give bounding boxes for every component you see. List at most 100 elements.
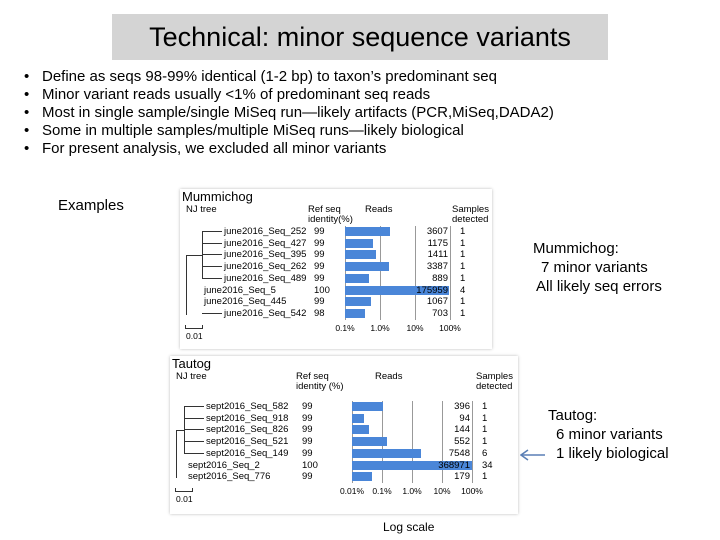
reads-value: 889 [432, 272, 448, 284]
table-row: sept2016_Seq_149 99 7548 6 [170, 448, 518, 460]
sequence-name: june2016_Seq_445 [204, 296, 287, 308]
reads-value: 703 [432, 307, 448, 319]
axis-tick-label: 10% [406, 322, 424, 333]
note-line: All likely seq errors [536, 278, 662, 295]
samples-value: 4 [460, 284, 466, 296]
reads-bar [345, 285, 449, 295]
table-row: june2016_Seq_489 99 889 1 [180, 273, 492, 285]
scale-bar [175, 487, 193, 492]
axis-tick-label: 1.0% [402, 485, 422, 496]
axis-tick-label: 0.1% [335, 322, 355, 333]
identity-value: 99 [302, 471, 313, 483]
tree-branch [202, 231, 222, 232]
axis-tick-label: 100% [461, 485, 483, 496]
sequence-name: june2016_Seq_395 [224, 249, 307, 261]
sequence-name: sept2016_Seq_521 [206, 436, 289, 448]
samples-value: 1 [460, 226, 466, 237]
identity-value: 99 [302, 401, 313, 412]
sequence-name: june2016_Seq_542 [224, 307, 307, 319]
tautog-note: Tautog: 6 minor variants 1 likely biolog… [548, 406, 669, 463]
samples-value: 1 [482, 412, 488, 424]
table-row: june2016_Seq_395 99 1411 1 [180, 249, 492, 261]
tree-root [176, 430, 185, 479]
tautog-figure: Tautog NJ tree Ref seq identity (%) Read… [170, 356, 518, 514]
tree-branch [202, 312, 222, 314]
identity-value: 99 [314, 296, 325, 308]
axis-tick-label: 0.1% [372, 485, 392, 496]
bullet: For present analysis, we excluded all mi… [24, 140, 554, 158]
identity-value: 98 [314, 307, 325, 319]
identity-value: 99 [302, 424, 313, 436]
scale-bar [185, 324, 203, 329]
identity-value: 99 [314, 226, 325, 237]
reads-bar [345, 227, 390, 236]
gridline [380, 226, 381, 320]
axis-tick-label: 100% [439, 322, 461, 333]
tree-label: NJ tree [186, 204, 217, 215]
note-line: 6 minor variants [556, 426, 663, 443]
reads-value: 1175 [427, 237, 448, 249]
bullet: Minor variant reads usually <1% of predo… [24, 86, 554, 104]
note-line: 1 likely biological [556, 445, 669, 462]
table-row: sept2016_Seq_826 99 144 1 [170, 424, 518, 436]
figure-title: Tautog [172, 356, 212, 371]
ref-identity-header: Ref seq identity (%) [296, 371, 344, 392]
reads-bar [352, 437, 387, 447]
sequence-name: june2016_Seq_262 [224, 261, 307, 273]
scale-bar-label: 0.01 [186, 330, 203, 341]
tree-branch [202, 242, 222, 244]
tree-label: NJ tree [176, 371, 207, 382]
tree-root [186, 255, 203, 315]
note-title: Tautog: [548, 407, 598, 424]
samples-value: 1 [482, 424, 488, 436]
sequence-name: sept2016_Seq_918 [206, 412, 289, 424]
samples-value: 6 [482, 447, 488, 459]
reads-bar [345, 238, 373, 248]
tree-branch [184, 417, 204, 419]
tree-branch [184, 452, 204, 454]
sequence-name: sept2016_Seq_582 [206, 401, 289, 412]
samples-header: Samples detected [452, 204, 489, 225]
sequence-name: june2016_Seq_427 [224, 237, 307, 249]
reads-bar [352, 425, 370, 435]
samples-header: Samples detected [476, 371, 513, 392]
sequence-name: sept2016_Seq_149 [206, 447, 289, 459]
reads-value: 7548 [448, 447, 470, 459]
identity-value: 99 [314, 249, 325, 261]
reads-bar [345, 262, 389, 272]
samples-value: 1 [460, 237, 466, 249]
gridline [412, 401, 413, 483]
reads-bar [345, 273, 369, 283]
tree-branch [202, 266, 222, 268]
identity-value: 100 [302, 459, 318, 471]
tree-branch [184, 406, 204, 407]
gridline [415, 226, 416, 320]
tree-branch [202, 254, 222, 256]
reads-bar [352, 472, 373, 482]
note-title: Mummichog: [533, 240, 619, 257]
tree-branch [184, 429, 204, 431]
identity-value: 99 [314, 237, 325, 249]
identity-value: 99 [314, 272, 325, 284]
table-row: june2016_Seq_427 99 1175 1 [180, 238, 492, 250]
samples-value: 1 [482, 401, 488, 412]
reads-value: 94 [459, 412, 470, 424]
reads-value: 368971 [438, 459, 470, 471]
gridline [472, 401, 473, 483]
axis-tick-label: 1.0% [370, 322, 390, 333]
reads-bar [352, 460, 472, 470]
bullet-list: Define as seqs 98-99% identical (1-2 bp)… [22, 68, 554, 158]
samples-value: 1 [460, 272, 466, 284]
reads-value: 1067 [426, 296, 448, 308]
identity-value: 99 [302, 436, 313, 448]
tree-branch [202, 277, 222, 279]
reads-bar [345, 308, 366, 318]
sequence-name: sept2016_Seq_2 [188, 459, 260, 471]
reads-value: 175959 [416, 284, 448, 296]
arrow-left-icon [520, 449, 545, 461]
scale-bar-label: 0.01 [176, 493, 193, 504]
note-line: 7 minor variants [541, 259, 648, 276]
reads-header: Reads [375, 371, 403, 382]
bullet: Most in single sample/single MiSeq run—l… [24, 104, 554, 122]
samples-value: 1 [482, 471, 488, 483]
